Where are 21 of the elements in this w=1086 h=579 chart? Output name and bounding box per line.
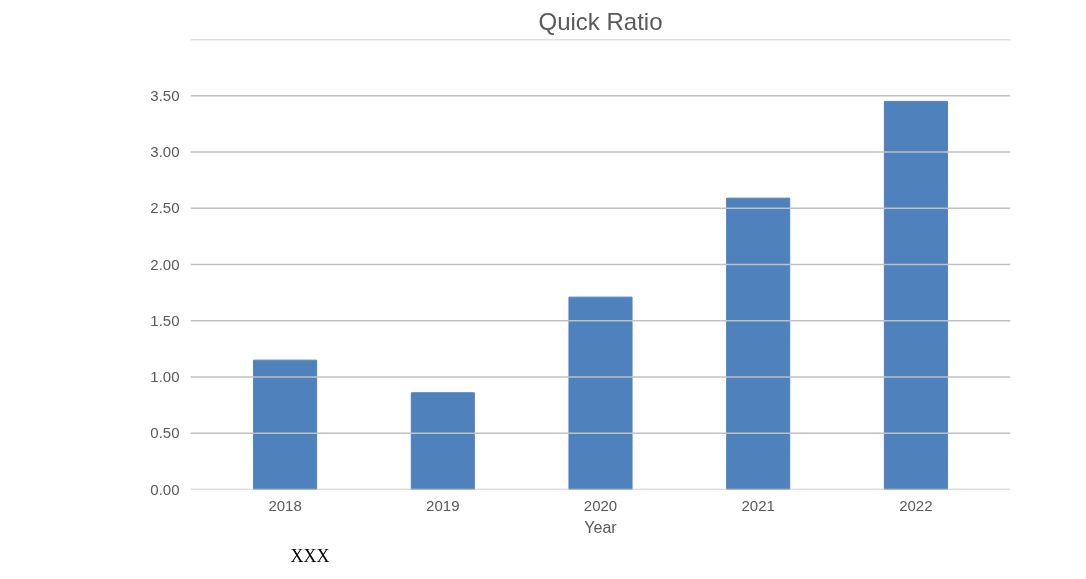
- bar: [568, 296, 633, 490]
- y-tick-label: 0.50: [150, 424, 180, 442]
- y-tick-label: 0.00: [150, 480, 180, 498]
- x-tick-label: 2020: [583, 496, 618, 514]
- y-tick-label: 3.50: [150, 86, 180, 104]
- x-tick-label: 2018: [268, 496, 302, 514]
- bar: [253, 359, 318, 490]
- x-tick-label: 2021: [741, 496, 775, 514]
- chart-title: Quick Ratio: [538, 7, 663, 35]
- y-tick-label: 2.50: [150, 199, 180, 217]
- y-tick-label: 3.00: [150, 143, 180, 160]
- bar: [883, 100, 948, 490]
- x-tick-label: 2022: [899, 496, 933, 514]
- y-tick-label: 1.50: [150, 311, 180, 329]
- text: XXX: [290, 545, 330, 566]
- y-tick-label: 1.00: [150, 368, 180, 385]
- x-tick-label: 2019: [426, 496, 460, 514]
- bar: [410, 392, 475, 490]
- bar: [726, 197, 791, 490]
- y-tick-label: 2.00: [150, 255, 180, 273]
- x-axis-title: Year: [584, 518, 618, 536]
